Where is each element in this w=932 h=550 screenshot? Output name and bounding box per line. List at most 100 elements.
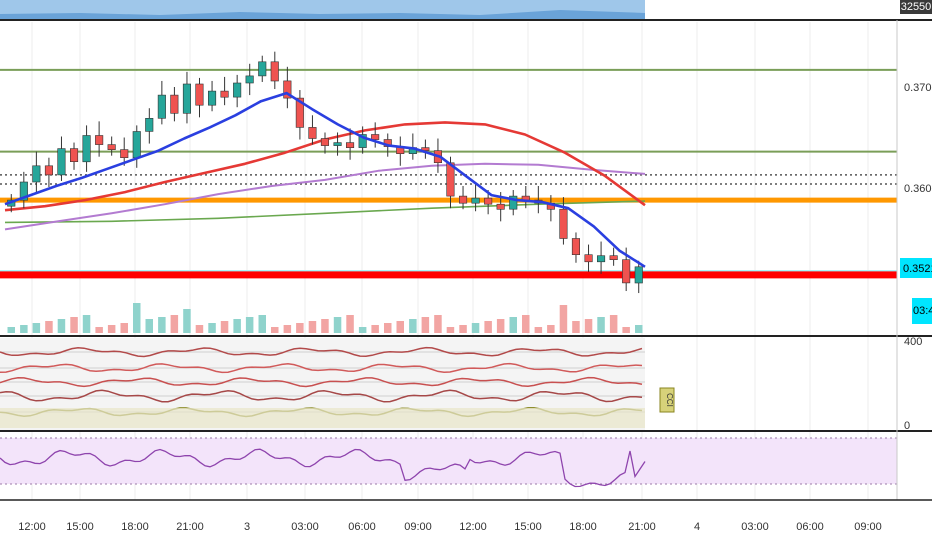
candle (509, 195, 518, 210)
candle (484, 197, 493, 205)
x-tick-label: 06:00 (348, 521, 376, 533)
volume-bar (496, 319, 505, 333)
candle (471, 197, 480, 204)
candle (233, 82, 242, 98)
volume-bar (484, 321, 492, 333)
volume-bar (559, 305, 568, 333)
volume-bar (271, 327, 279, 333)
candle (571, 238, 581, 256)
volume-bar (396, 321, 404, 333)
volume-bar (384, 323, 392, 333)
volume-bar (434, 315, 442, 333)
osc-tick-label: 400 (904, 336, 922, 348)
candle (270, 61, 279, 82)
volume-bar (45, 321, 53, 333)
candle (208, 90, 217, 106)
volume-bar (7, 327, 15, 333)
countdown-timer: 03:42 (913, 305, 932, 317)
price-tag-bg (900, 258, 932, 278)
candle (358, 134, 367, 148)
x-tick-label: 03:00 (741, 521, 769, 533)
volume-bar (245, 317, 254, 333)
candle (44, 165, 54, 176)
top-value-box (900, 0, 932, 14)
candle (308, 127, 317, 139)
volume-bar (107, 325, 116, 333)
candle (120, 149, 129, 159)
candle (596, 255, 606, 263)
volume-bar (308, 321, 317, 333)
candle (584, 254, 593, 263)
volume-bar (283, 325, 292, 333)
candle (70, 148, 79, 163)
price-tag: 0.35214 (903, 263, 932, 275)
oscillator-pane (0, 338, 645, 430)
candle (19, 181, 28, 201)
volume-bar (120, 323, 128, 333)
volume-bar (208, 323, 216, 333)
volume-bar (158, 317, 166, 333)
volume-bar (522, 315, 530, 333)
volume-bar (597, 317, 605, 333)
x-tick-label: 4 (694, 521, 700, 533)
candle (345, 142, 355, 149)
candle (371, 134, 380, 140)
volume-bar (20, 325, 28, 333)
volume-bar (421, 317, 430, 333)
x-tick-label: 15:00 (514, 521, 542, 533)
oscillator-line (0, 389, 643, 403)
osc-tick-label: 0 (904, 420, 910, 432)
candle (170, 94, 179, 114)
top-strip: 32550 (0, 0, 932, 20)
volume-bar (220, 321, 229, 333)
x-tick-label: 03:00 (291, 521, 319, 533)
volume-bar (258, 315, 266, 333)
x-tick-label: 12:00 (459, 521, 487, 533)
candle (559, 208, 568, 239)
candle (333, 142, 342, 146)
candle (182, 83, 191, 114)
volume-bar (622, 327, 630, 333)
candle (82, 135, 91, 163)
candle (622, 259, 631, 284)
volume-bar (346, 315, 354, 333)
time-axis: 12:00 15:00 18:00 21:00 3 03:00 06:00 09:00 12:0… (18, 521, 882, 533)
volume-bar (321, 319, 329, 333)
candle (283, 80, 292, 99)
rsi-band (0, 438, 897, 484)
volume-bar (534, 327, 543, 333)
x-tick-label: 09:00 (404, 521, 432, 533)
ma-line-blue (4, 91, 646, 268)
candle (320, 138, 330, 146)
x-tick-label: 18:00 (121, 521, 149, 533)
volume-bar (333, 317, 342, 333)
volume-bar (609, 315, 618, 333)
volume-bar (57, 319, 66, 333)
candle (107, 144, 116, 151)
volume-bar (145, 319, 153, 333)
volume-bar (170, 315, 179, 333)
volume-bar (195, 325, 204, 333)
top-value-label: 32550 (901, 1, 932, 13)
candle (258, 61, 267, 77)
candle (609, 255, 618, 260)
candle (458, 195, 468, 204)
volume-bar (547, 325, 555, 333)
cci-badge: CCI (659, 387, 675, 413)
volume-bar (133, 303, 141, 333)
volume-bar (70, 317, 78, 333)
volume-bar (572, 321, 580, 333)
rsi-line (0, 448, 646, 488)
candle (195, 83, 204, 106)
candle (57, 148, 66, 176)
oscillator-line (0, 376, 643, 388)
candle (421, 147, 430, 151)
rsi-pane (0, 437, 897, 488)
candle (145, 118, 154, 132)
x-tick-label: 15:00 (66, 521, 94, 533)
candle (295, 97, 304, 128)
candle (95, 135, 104, 145)
candle (496, 203, 505, 210)
volume-bar (509, 317, 517, 333)
